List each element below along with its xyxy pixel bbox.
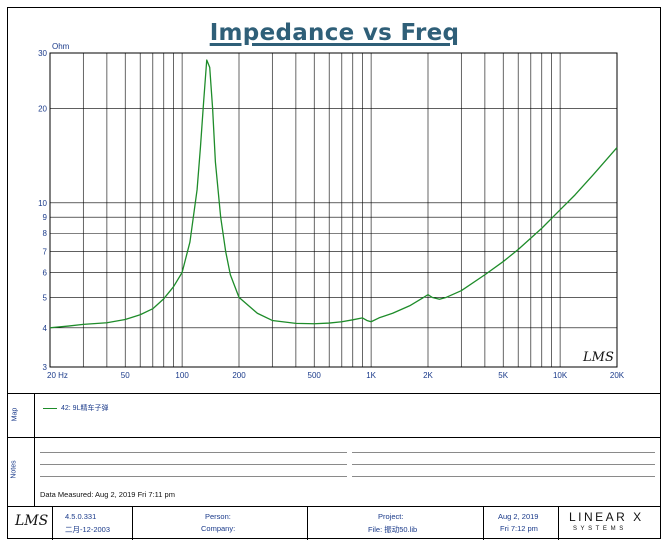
x-tick-label: 10K [553,371,568,380]
map-tag: Map [7,394,35,438]
footer-person-cell: Person: Company: [133,507,308,540]
y-tick-label: 7 [43,247,48,256]
footer-version-cell: 4.5.0.331 二月-12-2003 [53,507,133,540]
footer-time: Fri 7:12 pm [500,524,538,533]
x-tick-label: 20 Hz [47,371,68,380]
footer-logo-cell: LMS [7,507,53,540]
x-tick-label: 5K [498,371,508,380]
chart-title: Impedance vs Freq [209,20,460,46]
tick-labels: 20 Hz 50 100 200 500 1K 2K 5K 10K 20K 3 4 5 6 7 8 9 10 20 3… [38,49,625,380]
version-date: 二月-12-2003 [65,525,111,534]
file-label: File: 振动50.lib [368,525,418,534]
lms-watermark: LMS [582,350,614,365]
x-tick-label: 500 [308,371,322,380]
y-tick-label: 5 [43,293,48,302]
note-line [352,476,655,477]
x-tick-label: 1K [366,371,376,380]
lms-logo: LMS [15,513,49,529]
y-tick-label: 30 [38,49,47,58]
notes-section: Notes Data Measured: Aug 2, 2019 Fri 7:1… [7,437,661,507]
note-line [40,452,347,453]
footer-date: Aug 2, 2019 [498,512,539,521]
company-label: Company: [201,524,236,533]
x-tick-label: 2K [423,371,433,380]
data-measured: Data Measured: Aug 2, 2019 Fri 7:11 pm [40,490,175,499]
y-tick-label: 10 [38,199,47,208]
grid [49,52,618,368]
brand-sub: S Y S T E M S [573,526,625,532]
person-label: Person: [205,512,231,521]
legend: 42: 9L精车子弹 [43,403,108,413]
series [49,59,618,329]
y-tick-label: 9 [43,213,48,222]
x-tick-label: 100 [175,371,189,380]
version: 4.5.0.331 [65,512,97,521]
note-line [352,452,655,453]
legend-label: 42: 9L精车子弹 [61,405,109,412]
note-line [352,464,655,465]
notes-tag: Notes [7,438,35,507]
y-tick-label: 4 [43,324,48,333]
note-line [40,464,347,465]
note-line [40,476,347,477]
y-axis-unit-label: Ohm [52,42,70,51]
brand-logo: LINEAR X [569,510,644,524]
report-frame [7,7,661,539]
notes-tag-label: Notes [10,460,18,479]
y-tick-label: 6 [43,268,48,277]
y-tick-label: 3 [43,363,48,372]
footer-project-cell: Project: File: 振动50.lib [308,507,484,540]
map-tag-label: Map [11,407,19,422]
footer-brand-cell: LINEAR X S Y S T E M S [559,507,661,540]
series-line [49,59,618,329]
project-label: Project: [378,512,404,521]
footer: LMS 4.5.0.331 二月-12-2003 Person: Company… [7,506,661,540]
y-tick-label: 8 [43,229,48,238]
legend-swatch [43,407,57,409]
footer-date-cell: Aug 2, 2019 Fri 7:12 pm [484,507,559,540]
x-tick-label: 20K [610,371,625,380]
map-section: Map 42: 9L精车子弹 [7,393,661,438]
plot-border [49,52,618,368]
x-tick-label: 50 [121,371,130,380]
y-tick-label: 20 [38,104,47,113]
x-tick-label: 200 [232,371,246,380]
